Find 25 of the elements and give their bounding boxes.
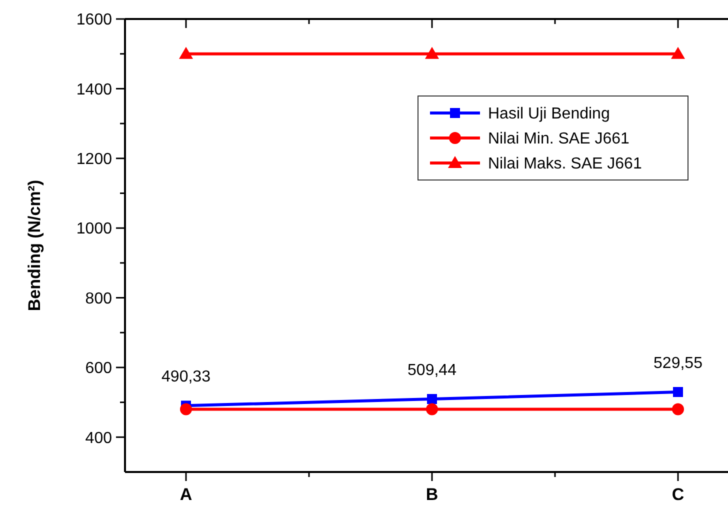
y-axis-title: Bending (N/cm²) bbox=[25, 180, 44, 312]
x-tick-label: A bbox=[180, 485, 192, 504]
y-tick-label: 400 bbox=[85, 430, 112, 447]
point bbox=[673, 387, 683, 398]
y-tick-label: 1200 bbox=[76, 150, 112, 168]
legend-label: Hasil Uji Bending bbox=[488, 106, 610, 123]
point bbox=[427, 394, 437, 404]
data-label: 490,33 bbox=[162, 368, 211, 386]
data-label: 529,55 bbox=[654, 355, 703, 372]
legend-label: Nilai Min. SAE J661 bbox=[488, 130, 630, 148]
y-tick-label: 1400 bbox=[76, 81, 112, 98]
point bbox=[426, 403, 438, 416]
legend-label: Nilai Maks. SAE J661 bbox=[488, 156, 642, 173]
y-tick-label: 1600 bbox=[76, 12, 112, 29]
x-tick-label: C bbox=[672, 485, 684, 504]
x-tick-label: B bbox=[426, 485, 438, 504]
y-tick-label: 1000 bbox=[76, 220, 112, 238]
data-label: 509,44 bbox=[408, 362, 457, 380]
point bbox=[671, 46, 685, 59]
point bbox=[425, 46, 439, 59]
y-tick-label: 800 bbox=[85, 290, 112, 308]
point bbox=[672, 403, 684, 416]
point bbox=[179, 46, 193, 59]
y-tick-label: 600 bbox=[85, 360, 112, 378]
point bbox=[180, 403, 192, 416]
